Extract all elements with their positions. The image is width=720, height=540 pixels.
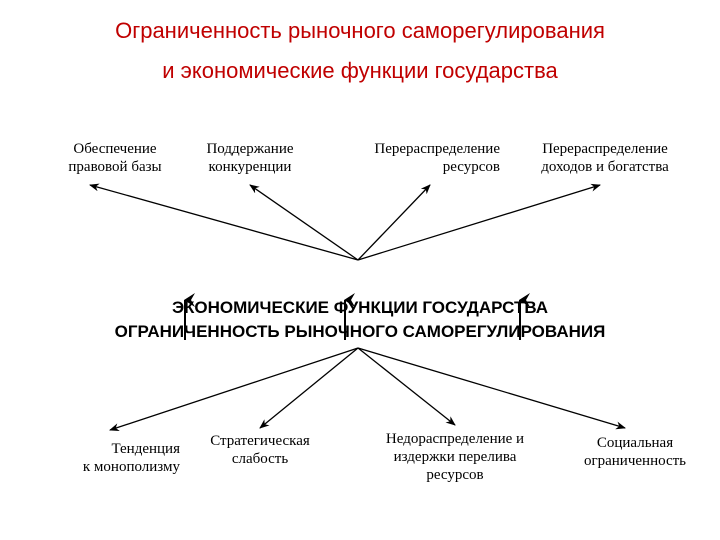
top-label-2: Перераспределениересурсов [330,140,500,176]
top-label-3: Перераспределениедоходов и богатства [520,140,690,176]
top-label-0: Обеспечениеправовой базы [50,140,180,176]
bottom-label-3: Социальнаяограниченность [565,434,705,470]
center-line-1: ЭКОНОМИЧЕСКИЕ ФУНКЦИИ ГОСУДАРСТВА [0,298,720,318]
bottom-label-2: Недораспределение ииздержки переливаресу… [360,430,550,484]
title-line-1: Ограниченность рыночного саморегулирован… [0,18,720,44]
title-line-2: и экономические функции государства [0,58,720,84]
center-line-2: ОГРАНИЧЕННОСТЬ РЫНОЧНОГО САМОРЕГУЛИРОВАН… [0,322,720,342]
bottom-label-0: Тенденцияк монополизму [50,440,180,476]
bottom-label-1: Стратегическаяслабость [195,432,325,468]
top-label-1: Поддержаниеконкуренции [190,140,310,176]
